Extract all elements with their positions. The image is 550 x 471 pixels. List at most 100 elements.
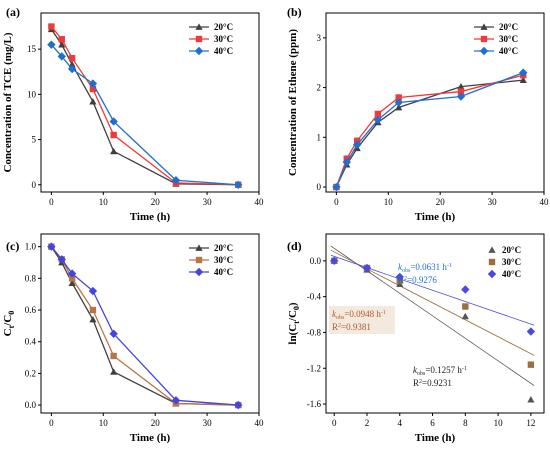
- k-obs-label: kobs=0.0948 h-1: [332, 309, 386, 321]
- k-value: =0.0948 h: [344, 309, 381, 319]
- x-tick-label: 10: [384, 197, 394, 207]
- y-axis-title: Ct/C0: [2, 311, 16, 337]
- data-point: [171, 176, 181, 185]
- y-axis-title-part: 0: [7, 311, 16, 315]
- y-axis-title-part: 0: [292, 306, 301, 310]
- legend-label: 40°C: [499, 46, 518, 56]
- legend-marker: [195, 256, 203, 264]
- y-tick-label: 3: [317, 33, 322, 43]
- x-tick-label: 2: [365, 418, 370, 428]
- y-axis-title: ln(Ct/C0): [287, 302, 301, 344]
- series-line: [335, 72, 524, 188]
- x-tick-label: 4: [398, 418, 403, 428]
- x-tick-label: 40: [255, 197, 265, 207]
- data-point: [57, 255, 66, 264]
- legend-marker: [194, 267, 204, 277]
- data-point: [457, 88, 465, 95]
- data-point: [89, 85, 97, 93]
- k-value: =0.1257 h: [425, 365, 462, 375]
- k-symbol: k: [398, 262, 403, 272]
- data-point: [58, 36, 65, 43]
- y-tick-label: -1.6: [307, 399, 322, 409]
- x-axis-title: Time (h): [415, 432, 456, 444]
- r-symbol: R: [398, 275, 404, 285]
- series-line: [335, 74, 524, 188]
- k-subscript: obs: [402, 268, 411, 274]
- k-symbol: k: [332, 309, 337, 319]
- panel-b: (b) 0 10 20 30 40 0 1 2 3 Time (h) Concentration of…: [287, 5, 549, 223]
- x-tick-label: 20: [436, 197, 446, 207]
- y-axis-title-part: ): [287, 302, 299, 306]
- x-axis-title: Time (h): [130, 211, 171, 223]
- data-point: [67, 269, 77, 278]
- x-tick-label: 10: [494, 418, 504, 428]
- x-tick-label: 40: [255, 418, 265, 428]
- data-point: [109, 117, 118, 126]
- data-point: [110, 352, 117, 360]
- y-tick-label: 2: [317, 83, 322, 93]
- data-point: [461, 285, 470, 294]
- legend-label: 20°C: [214, 22, 233, 32]
- x-tick-label: 20: [151, 197, 161, 207]
- legend-marker: [480, 35, 488, 43]
- data-point: [456, 92, 466, 101]
- series-line: [335, 79, 524, 188]
- panel-d: (d) 0 2 4 6 8 10 12 0.0 -0.4 -0.8 -1.2 -1.6 Time (h) l…: [287, 233, 545, 444]
- data-point: [519, 68, 528, 77]
- data-point: [332, 182, 341, 192]
- data-point: [462, 303, 469, 310]
- y-axis-title: Concentration of Ethene (ppm): [287, 29, 299, 176]
- series-line: [50, 26, 239, 186]
- x-tick-label: 8: [463, 418, 468, 428]
- data-point: [89, 306, 97, 314]
- x-axis-title: Time (h): [415, 211, 456, 223]
- data-point: [352, 140, 362, 149]
- k-superscript: -1: [462, 366, 467, 372]
- data-point: [342, 157, 351, 167]
- data-point: [88, 79, 98, 88]
- data-point: [374, 110, 382, 118]
- data-point: [68, 279, 76, 286]
- r-superscript: 2: [404, 276, 407, 282]
- r-value: =0.9381: [341, 322, 371, 332]
- data-point: [526, 327, 536, 336]
- data-point: [234, 180, 243, 189]
- k-obs-label: kobs=0.1257 h-1: [413, 365, 467, 377]
- x-tick-label: 20: [151, 418, 161, 428]
- y-axis-title-part: C: [2, 328, 14, 336]
- legend-label: 20°C: [502, 245, 521, 255]
- legend-marker: [480, 23, 488, 30]
- data-point: [519, 76, 527, 84]
- y-axis-title-part: t: [292, 321, 301, 324]
- data-point: [457, 82, 465, 90]
- legend-label: 40°C: [214, 267, 233, 277]
- k-value: =0.0631 h: [410, 262, 447, 272]
- data-point: [527, 395, 535, 403]
- r-squared-label: R2=0.9231: [413, 378, 452, 388]
- data-point: [89, 97, 97, 105]
- series-line: [50, 28, 239, 186]
- data-point: [109, 329, 118, 338]
- series-line: [50, 246, 239, 406]
- legend-label: 40°C: [502, 269, 521, 279]
- data-point: [395, 94, 402, 101]
- panel-label: (c): [6, 239, 19, 253]
- legend-label: 20°C: [214, 243, 233, 253]
- legend-marker: [488, 246, 496, 253]
- x-tick-label: 10: [99, 197, 109, 207]
- r-symbol: R: [332, 322, 338, 332]
- data-point: [362, 263, 372, 273]
- x-tick-label: 6: [430, 418, 435, 428]
- y-tick-label: -0.8: [307, 327, 322, 337]
- legend-marker: [487, 269, 497, 279]
- x-tick-label: 10: [99, 418, 109, 428]
- y-tick-label: 1.0: [25, 242, 37, 252]
- data-point: [47, 242, 56, 251]
- k-superscript: -1: [447, 263, 452, 269]
- y-tick-label: -0.4: [307, 292, 322, 302]
- legend-label: 40°C: [214, 46, 233, 56]
- panel-c: (c) 0 10 20 30 40 0.0 0.2 0.4 0.6 0.8 1.0 Time (h) Ct…: [2, 233, 265, 444]
- x-tick-label: 30: [203, 197, 213, 207]
- x-tick-label: 0: [332, 418, 337, 428]
